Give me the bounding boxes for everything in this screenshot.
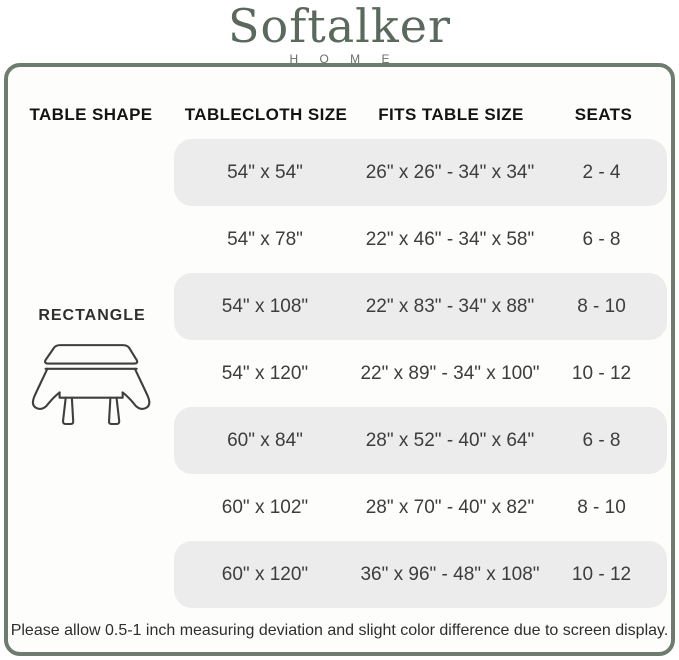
fits-table-size-cell: 26" x 26" - 34" x 34"	[365, 161, 535, 183]
table-shape-column: RECTANGLE	[8, 307, 176, 436]
fits-table-size-cell: 22" x 89" - 34" x 100"	[360, 362, 540, 384]
tablecloth-size-cell: 54" x 54"	[227, 161, 303, 183]
table-row: 60" x 102" 28" x 70" - 40" x 82" 8 - 10	[174, 474, 667, 541]
tablecloth-size-cell: 60" x 120"	[221, 563, 309, 585]
table-row: 54" x 120" 22" x 89" - 34" x 100" 10 - 1…	[174, 340, 667, 407]
seats-cell: 8 - 10	[577, 496, 626, 518]
fits-table-size-cell: 22" x 46" - 34" x 58"	[365, 228, 535, 250]
brand-name: Softalker	[228, 0, 451, 53]
size-chart-panel: TABLE SHAPE TABLECLOTH SIZE FITS TABLE S…	[4, 63, 675, 656]
seats-cell: 10 - 12	[571, 362, 632, 384]
seats-cell: 6 - 8	[582, 228, 621, 250]
tablecloth-size-cell: 54" x 108"	[221, 295, 309, 317]
seats-cell: 10 - 12	[571, 563, 632, 585]
table-row: 60" x 84" 28" x 52" - 40" x 64" 6 - 8	[174, 407, 667, 474]
header-seats: SEATS	[574, 105, 633, 124]
table-row: 60" x 120" 36" x 96" - 48" x 108" 10 - 1…	[174, 541, 667, 608]
fits-table-size-cell: 36" x 96" - 48" x 108"	[360, 563, 540, 585]
brand-subtitle: H O M E	[289, 52, 399, 66]
table-row: 54" x 54" 26" x 26" - 34" x 34" 2 - 4	[174, 139, 667, 206]
rectangle-tablecloth-icon	[8, 339, 176, 436]
tablecloth-size-cell: 60" x 102"	[221, 496, 309, 518]
table-rows: 54" x 54" 26" x 26" - 34" x 34" 2 - 4 54…	[174, 139, 667, 608]
seats-cell: 8 - 10	[577, 295, 626, 317]
brand-logo: Softalker H O M E	[0, 0, 679, 66]
table-header-row: TABLE SHAPE TABLECLOTH SIZE FITS TABLE S…	[8, 67, 671, 137]
tablecloth-size-cell: 54" x 78"	[227, 228, 303, 250]
disclaimer-note: Please allow 0.5-1 inch measuring deviat…	[10, 622, 669, 639]
fits-table-size-cell: 28" x 52" - 40" x 64"	[365, 429, 535, 451]
seats-cell: 6 - 8	[582, 429, 621, 451]
tablecloth-size-cell: 54" x 120"	[221, 362, 309, 384]
shape-label: RECTANGLE	[38, 307, 146, 324]
fits-table-size-cell: 28" x 70" - 40" x 82"	[365, 496, 535, 518]
header-fits-table-size: FITS TABLE SIZE	[378, 105, 524, 124]
table-row: 54" x 78" 22" x 46" - 34" x 58" 6 - 8	[174, 206, 667, 273]
fits-table-size-cell: 22" x 83" - 34" x 88"	[365, 295, 535, 317]
tablecloth-size-cell: 60" x 84"	[227, 429, 303, 451]
header-table-shape: TABLE SHAPE	[29, 105, 153, 124]
header-tablecloth-size: TABLECLOTH SIZE	[184, 105, 348, 124]
seats-cell: 2 - 4	[582, 161, 621, 183]
table-row: 54" x 108" 22" x 83" - 34" x 88" 8 - 10	[174, 273, 667, 340]
